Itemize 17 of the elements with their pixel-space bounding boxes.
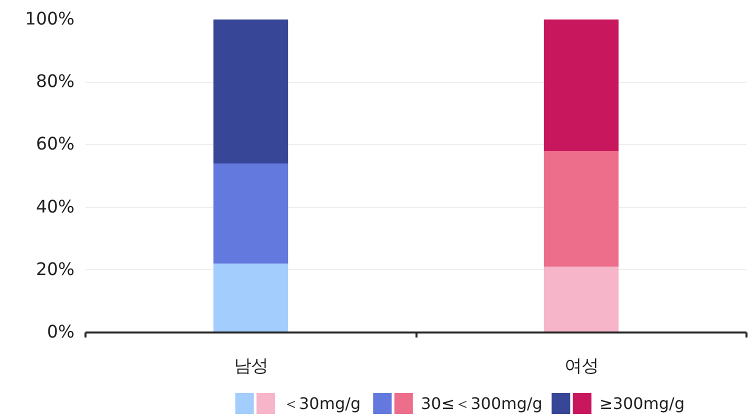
x-tick-label: 여성: [564, 356, 598, 376]
y-tick-label: 0%: [47, 322, 75, 342]
legend-label: 30≤＜300mg/g: [420, 394, 542, 413]
y-tick-label: 80%: [36, 72, 74, 92]
bar: [544, 20, 619, 151]
x-tick-label: 남성: [234, 356, 268, 376]
y-tick-label: 60%: [36, 134, 74, 155]
legend-label: ≥300mg/g: [599, 394, 685, 413]
y-tick-label: 40%: [36, 197, 74, 218]
bar: [213, 163, 288, 264]
bar: [544, 266, 619, 332]
bar: [544, 150, 619, 267]
legend-label: ＜30mg/g: [283, 394, 361, 413]
y-tick-label: 100%: [24, 10, 75, 30]
bar: [213, 264, 288, 332]
y-tick-label: 20%: [36, 260, 74, 280]
bar: [213, 20, 288, 164]
